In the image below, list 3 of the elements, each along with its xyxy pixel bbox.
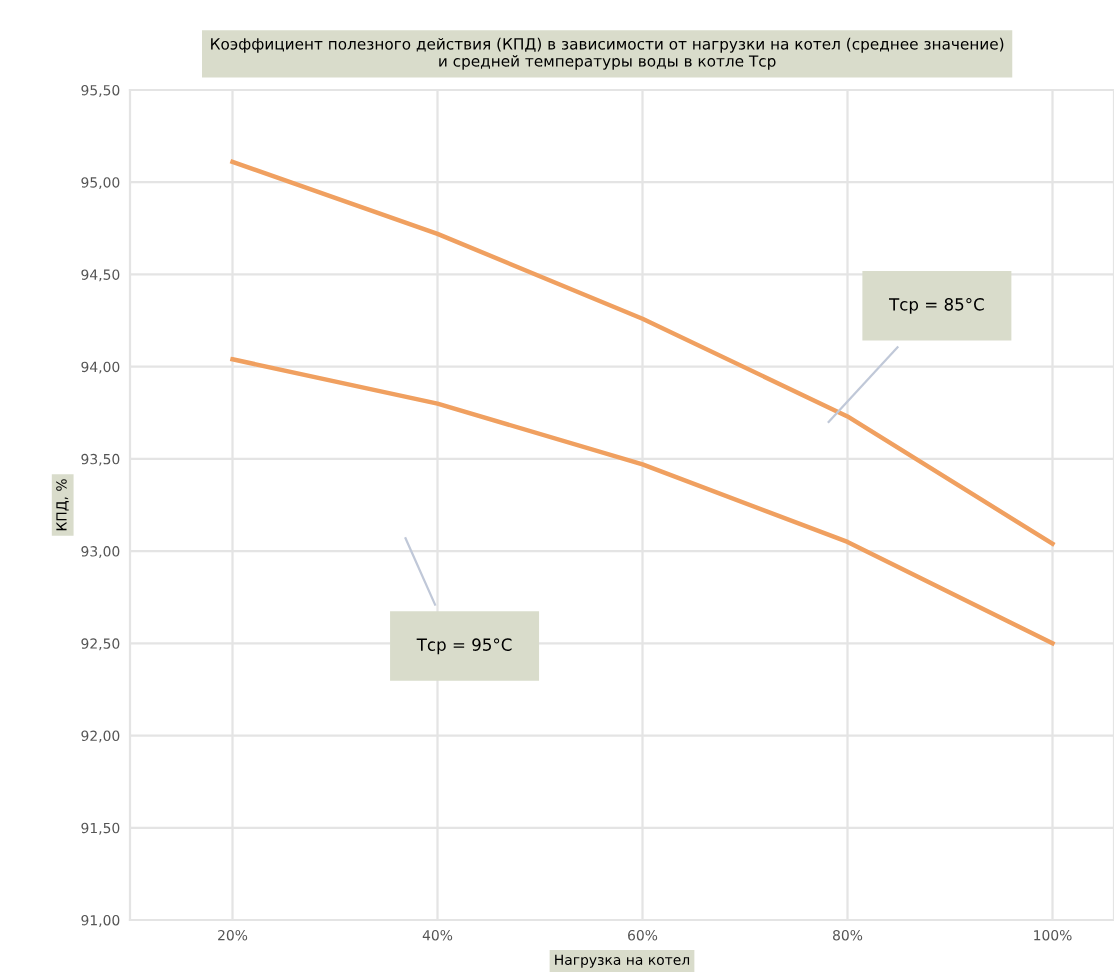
- line-series: [230, 159, 1055, 546]
- annotation: Tср = 85°C: [889, 298, 984, 314]
- annotation: Tср = 95°C: [416, 638, 512, 655]
